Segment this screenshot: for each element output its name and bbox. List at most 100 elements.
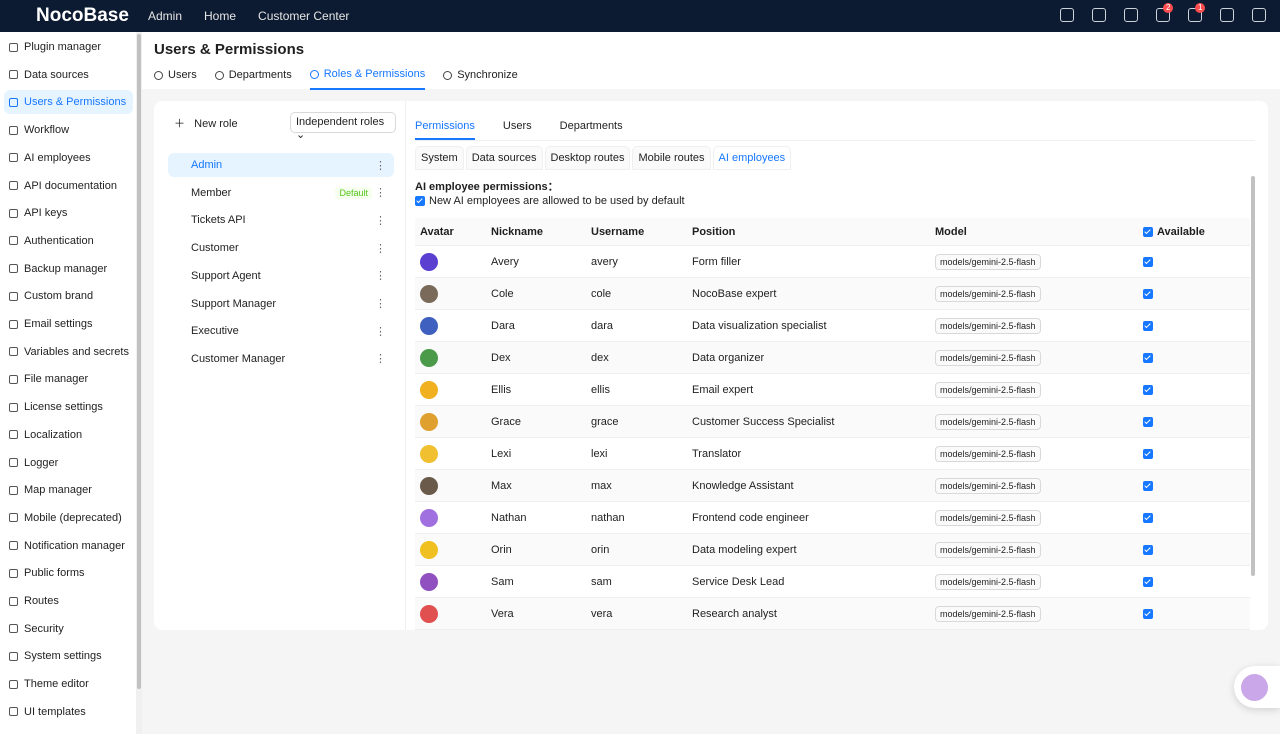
checkbox[interactable]: [1143, 289, 1153, 299]
checkbox[interactable]: [415, 196, 425, 206]
sidebar-item[interactable]: Logger: [4, 451, 133, 475]
sidebar-item[interactable]: Mobile (deprecated): [4, 506, 133, 530]
sidebar-item[interactable]: Backup manager: [4, 257, 133, 281]
role-item[interactable]: Support Manager ⋮: [168, 292, 394, 316]
checkbox[interactable]: [1143, 321, 1153, 331]
sidebar-item[interactable]: Notification manager: [4, 534, 133, 558]
top-icon[interactable]: [1252, 8, 1266, 22]
top-icon[interactable]: [1124, 8, 1138, 22]
table-cell: Ellis: [491, 374, 511, 405]
header-tab[interactable]: Roles & Permissions: [310, 68, 425, 90]
checkbox[interactable]: [1143, 353, 1153, 363]
sidebar-item[interactable]: Variables and secrets: [4, 340, 133, 364]
checkbox[interactable]: [1143, 417, 1153, 427]
cell-text: Cole: [491, 288, 514, 300]
sidebar-item[interactable]: UI templates: [4, 700, 133, 724]
panel-subtab[interactable]: AI employees: [713, 146, 792, 170]
ai-assistant-button[interactable]: [1234, 666, 1280, 708]
cell-text: Translator: [692, 448, 741, 460]
more[interactable]: ⋮: [375, 325, 386, 338]
sidebar-item[interactable]: Routes: [4, 589, 133, 613]
top-icon[interactable]: 2: [1156, 8, 1170, 22]
checkbox[interactable]: [1143, 385, 1153, 395]
icon: [9, 236, 18, 245]
checkbox[interactable]: [1143, 513, 1153, 523]
new-role-button[interactable]: ＋ New role: [174, 115, 238, 131]
cell-text: Lexi: [491, 448, 511, 460]
header-tab[interactable]: Departments: [215, 68, 292, 90]
top-icon[interactable]: [1220, 8, 1234, 22]
panel-tab[interactable]: Departments: [560, 120, 623, 140]
more[interactable]: ⋮: [375, 214, 386, 227]
role-item[interactable]: Tickets API⋮: [168, 208, 394, 232]
sidebar-item[interactable]: Email settings: [4, 312, 133, 336]
panel-subtab[interactable]: Desktop routes: [545, 146, 631, 170]
panel-subtab[interactable]: System: [415, 146, 464, 170]
sidebar-item[interactable]: Security: [4, 617, 133, 641]
avatar-cell: [420, 534, 438, 565]
top-icon[interactable]: [1060, 8, 1074, 22]
sidebar-item[interactable]: Public forms: [4, 561, 133, 585]
table-cell: Avery: [491, 246, 519, 277]
sidebar-item[interactable]: Custom brand: [4, 284, 133, 308]
role-item[interactable]: Support Agent⋮: [168, 264, 394, 288]
panel-subtab[interactable]: Data sources: [466, 146, 543, 170]
scrollbar: [136, 32, 142, 734]
logo[interactable]: NocoBase: [36, 5, 129, 27]
sidebar-item[interactable]: Plugin manager: [4, 35, 133, 59]
more[interactable]: ⋮: [375, 352, 386, 365]
header-tab[interactable]: Synchronize: [443, 68, 518, 90]
more[interactable]: ⋮: [375, 159, 386, 172]
nav-link[interactable]: Admin: [148, 9, 182, 23]
panel-subtab[interactable]: Mobile routes: [632, 146, 710, 170]
panel-tab[interactable]: Users: [503, 120, 532, 140]
sidebar-item[interactable]: Authentication: [4, 229, 133, 253]
avatar: [420, 253, 438, 271]
cell-text: Data visualization specialist: [692, 320, 827, 332]
sidebar-item[interactable]: Workflow: [4, 118, 133, 142]
role-mode-select[interactable]: Independent roles ⌄: [290, 112, 396, 133]
sidebar-item[interactable]: System settings: [4, 644, 133, 668]
sidebar-item[interactable]: Data sources: [4, 63, 133, 87]
top-icon[interactable]: 1: [1188, 8, 1202, 22]
available-cell: [1143, 374, 1153, 405]
role-item[interactable]: Admin⋮: [168, 153, 394, 177]
top-icon[interactable]: [1092, 8, 1106, 22]
sidebar-item[interactable]: License settings: [4, 395, 133, 419]
checkbox[interactable]: [1143, 481, 1153, 491]
avatar: [420, 285, 438, 303]
role-item[interactable]: Executive⋮: [168, 319, 394, 343]
checkbox[interactable]: [1143, 227, 1153, 237]
model-tag: models/gemini-2.5-flash: [935, 382, 1041, 398]
table-cell: models/gemini-2.5-flash: [935, 278, 1041, 309]
sidebar-label: Public forms: [24, 567, 85, 579]
more[interactable]: ⋮: [375, 297, 386, 310]
nav-link[interactable]: Customer Center: [258, 9, 349, 23]
sidebar-item[interactable]: Theme editor: [4, 672, 133, 696]
checkbox[interactable]: [1143, 545, 1153, 555]
more[interactable]: ⋮: [375, 269, 386, 282]
role-name: Support Manager: [191, 298, 276, 310]
panel-tab[interactable]: Permissions: [415, 120, 475, 140]
header-tab[interactable]: Users: [154, 68, 197, 90]
checkbox[interactable]: [1143, 257, 1153, 267]
checkbox[interactable]: [1143, 577, 1153, 587]
default-checkbox[interactable]: New AI employees are allowed to be used …: [415, 195, 685, 207]
sidebar-item[interactable]: API documentation: [4, 174, 133, 198]
checkbox[interactable]: [1143, 449, 1153, 459]
sidebar-item[interactable]: Map manager: [4, 478, 133, 502]
checkbox[interactable]: [1143, 609, 1153, 619]
nav-link[interactable]: Home: [204, 9, 236, 23]
role-item[interactable]: Customer⋮: [168, 236, 394, 260]
role-item[interactable]: MemberDefault⋮: [168, 181, 394, 205]
sidebar-item[interactable]: Localization: [4, 423, 133, 447]
column-header: Model: [935, 218, 967, 245]
sidebar-item[interactable]: File manager: [4, 367, 133, 391]
more[interactable]: ⋮: [375, 242, 386, 255]
more[interactable]: ⋮: [375, 186, 386, 199]
avatar: [420, 349, 438, 367]
sidebar-item[interactable]: Users & Permissions: [4, 90, 133, 114]
sidebar-item[interactable]: AI employees: [4, 146, 133, 170]
sidebar-item[interactable]: API keys: [4, 201, 133, 225]
role-item[interactable]: Customer Manager⋮: [168, 347, 394, 371]
